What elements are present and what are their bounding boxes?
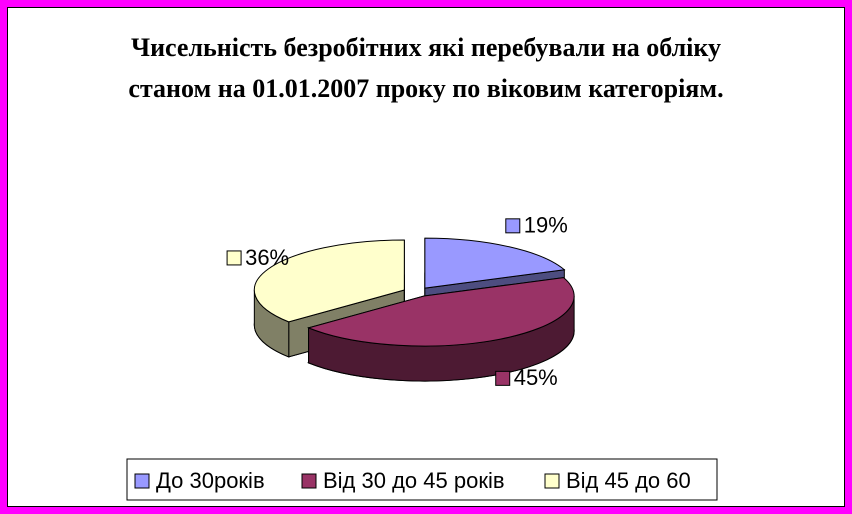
legend-key bbox=[134, 473, 150, 489]
legend-label: Від 30 до 45 років bbox=[323, 468, 505, 493]
legend-key bbox=[544, 473, 560, 489]
legend-key bbox=[301, 473, 317, 489]
slice bbox=[253, 239, 405, 323]
slice bbox=[424, 237, 566, 289]
label-key bbox=[226, 250, 242, 266]
slice bbox=[306, 277, 575, 347]
legend-box bbox=[126, 458, 718, 501]
label-key bbox=[495, 370, 511, 386]
legend-label: Від 45 до 60 bbox=[566, 468, 691, 493]
data-label: 45% bbox=[514, 365, 558, 390]
data-label: 36% bbox=[245, 245, 289, 270]
label-key bbox=[505, 218, 521, 234]
legend-label: До 30років bbox=[156, 468, 265, 493]
chart-title: Чисельність безробітних які перебували н… bbox=[128, 33, 724, 103]
data-label: 19% bbox=[524, 213, 568, 238]
